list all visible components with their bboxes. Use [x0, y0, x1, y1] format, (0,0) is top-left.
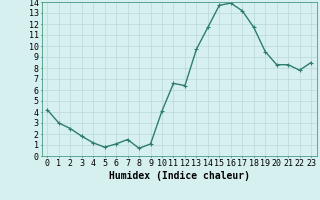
X-axis label: Humidex (Indice chaleur): Humidex (Indice chaleur): [109, 171, 250, 181]
